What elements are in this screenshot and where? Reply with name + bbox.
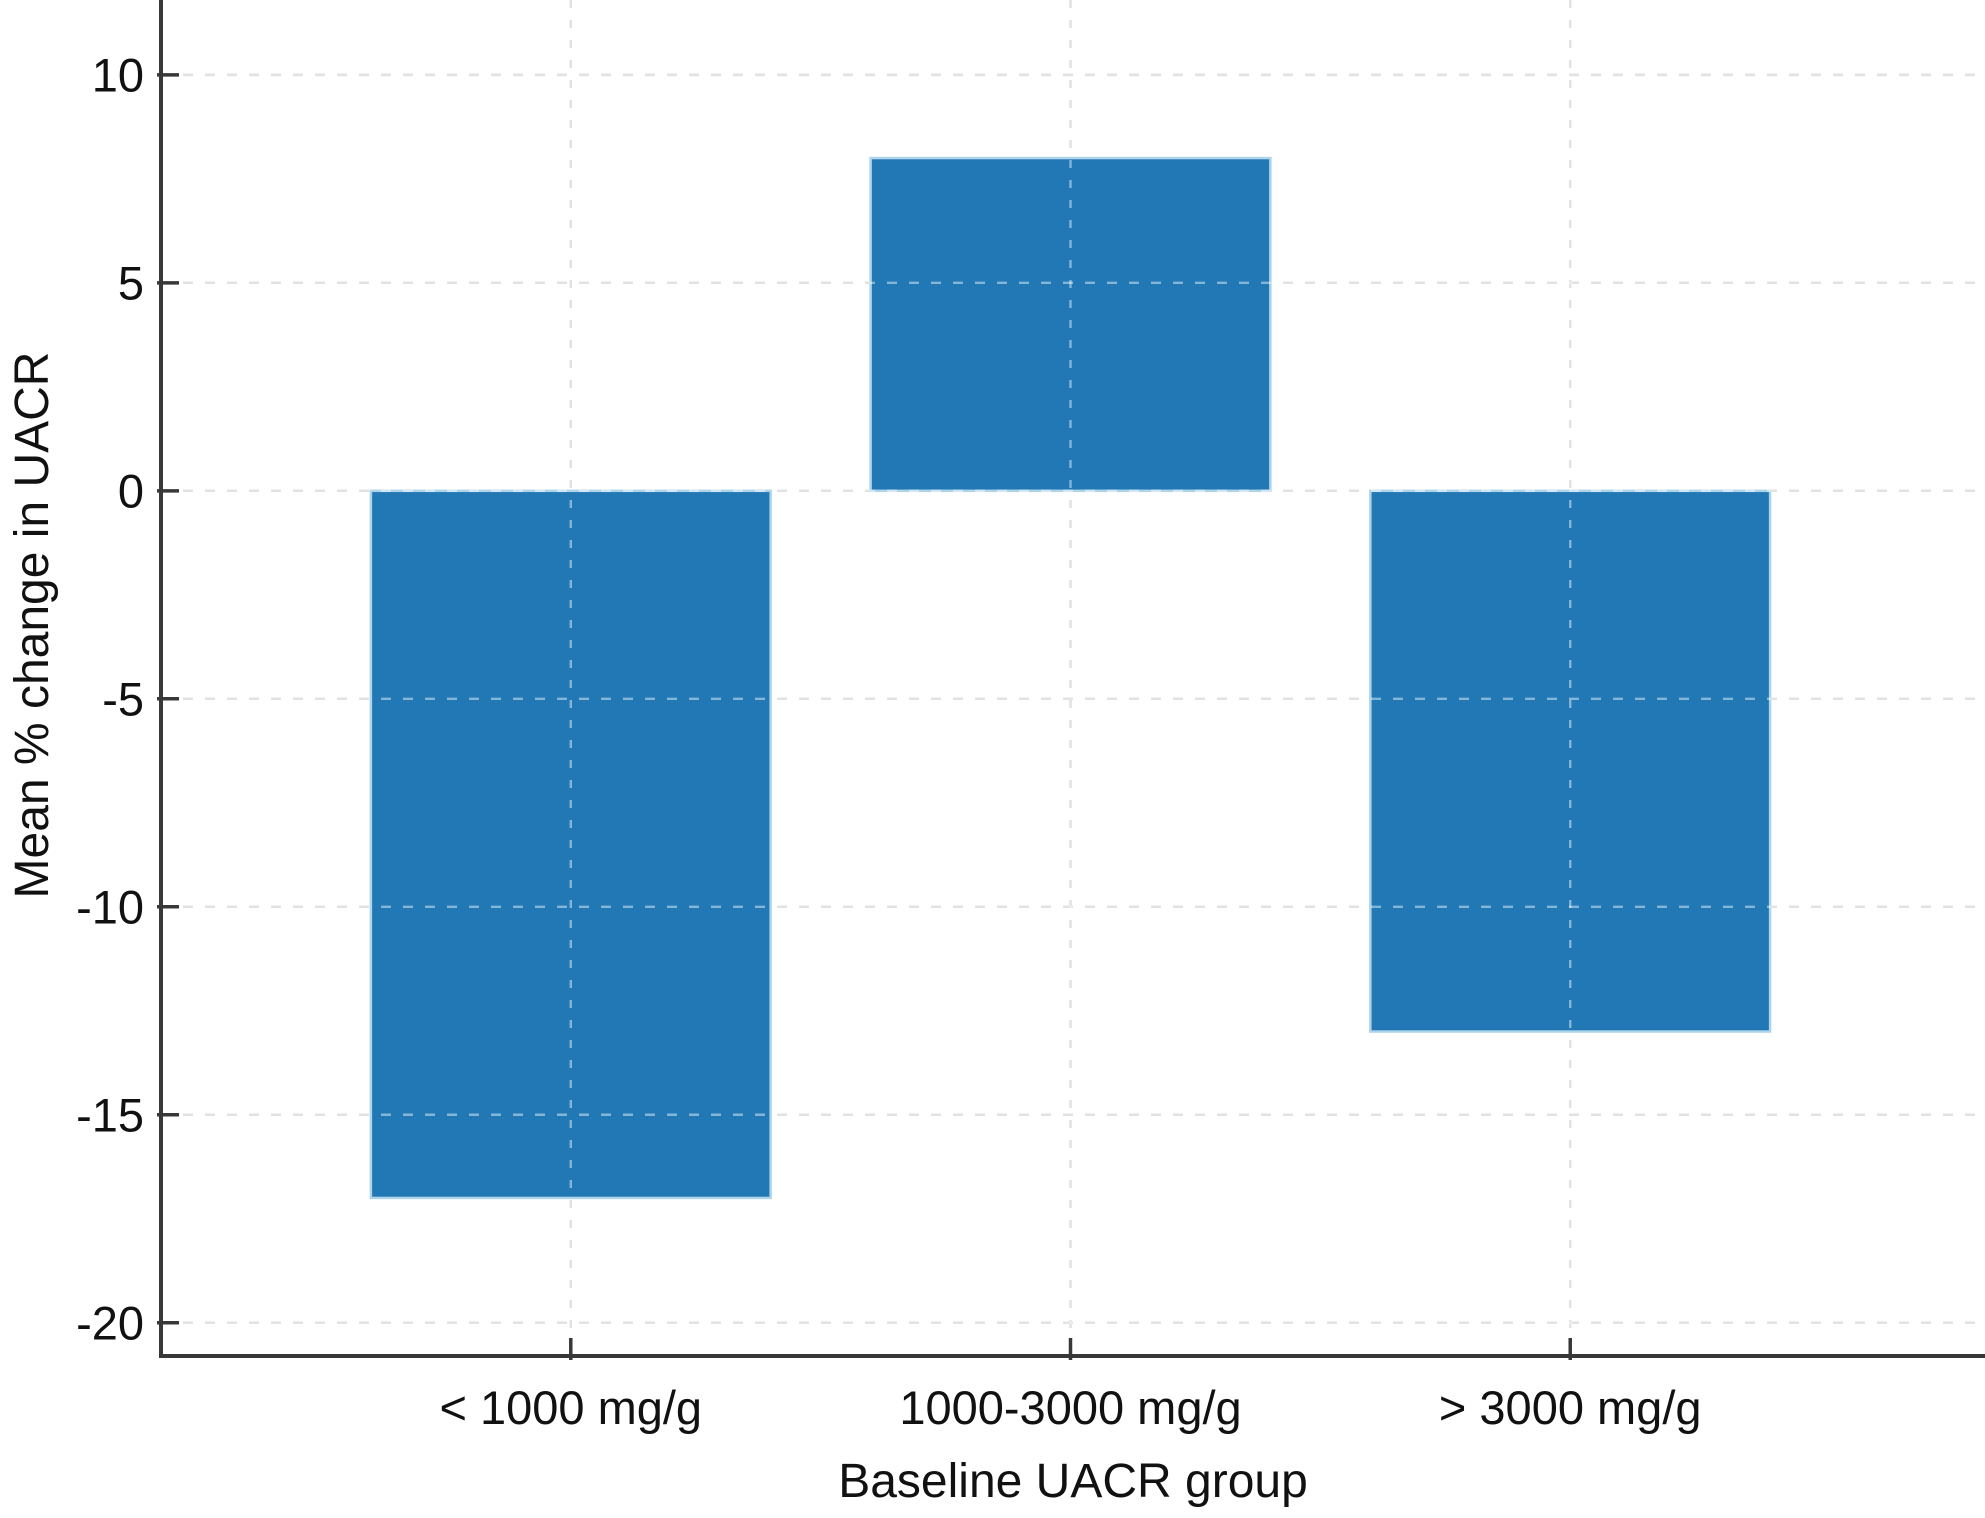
- bar: [1369, 489, 1772, 1033]
- y-axis-title: Mean % change in UACR: [6, 351, 59, 899]
- x-axis-title: Baseline UACR group: [838, 1455, 1308, 1508]
- y-tick-label: -15: [76, 1088, 144, 1142]
- x-tick-label: < 1000 mg/g: [439, 1381, 703, 1434]
- y-tick-label: -20: [76, 1296, 144, 1350]
- y-tick-label: 0: [117, 464, 144, 518]
- y-tick-label: -10: [76, 880, 144, 934]
- bar: [869, 156, 1272, 493]
- y-tick-label: 10: [91, 48, 144, 102]
- y-tick-label: -5: [102, 672, 144, 726]
- bar: [369, 489, 772, 1200]
- x-tick-label: 1000-3000 mg/g: [899, 1381, 1242, 1434]
- x-tick-label: > 3000 mg/g: [1438, 1381, 1702, 1434]
- y-tick-label: 5: [117, 256, 144, 310]
